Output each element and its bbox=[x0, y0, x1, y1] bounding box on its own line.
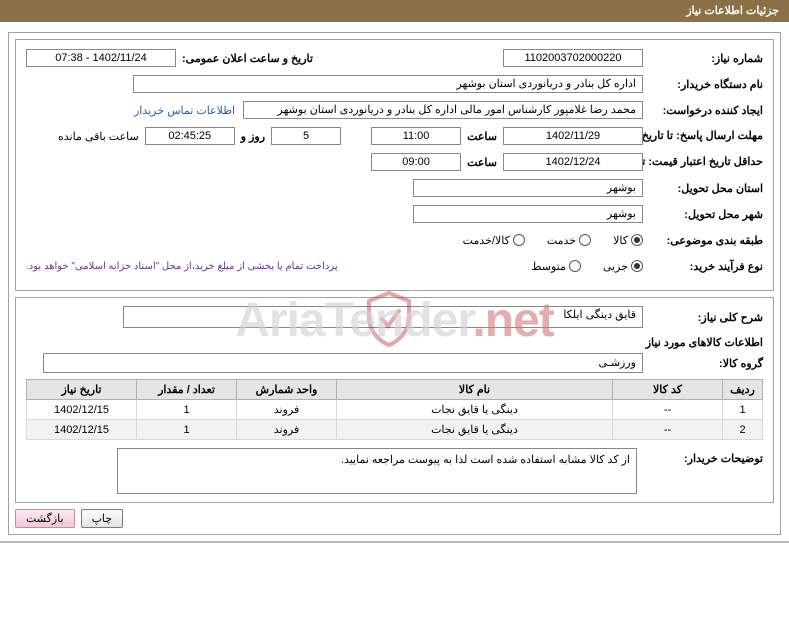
countdown: 02:45:25 bbox=[145, 127, 235, 145]
table-cell: 1 bbox=[723, 400, 763, 420]
radio-partial[interactable]: جزیی bbox=[603, 260, 643, 273]
deadline-hour: 11:00 bbox=[371, 127, 461, 145]
radio-goods-service[interactable]: کالا/خدمت bbox=[463, 234, 525, 247]
need-no-value: 1102003702000220 bbox=[503, 49, 643, 67]
radio-dot-icon bbox=[579, 234, 591, 246]
table-cell: -- bbox=[613, 400, 723, 420]
requester-value: محمد رضا غلامپور کارشناس امور مالی اداره… bbox=[243, 101, 643, 119]
print-button[interactable]: چاپ bbox=[81, 509, 124, 528]
table-cell: فروند bbox=[237, 400, 337, 420]
radio-dot-icon bbox=[513, 234, 525, 246]
table-cell: 2 bbox=[723, 420, 763, 440]
need-title-value: قایق دینگی ایلکا bbox=[123, 306, 643, 328]
city-label: شهر محل تحویل: bbox=[643, 208, 763, 221]
days-and-label: روز و bbox=[241, 130, 265, 143]
days-count: 5 bbox=[271, 127, 341, 145]
radio-service[interactable]: خدمت bbox=[547, 234, 591, 247]
table-header: نام کالا bbox=[337, 380, 613, 400]
goods-info-heading: اطلاعات کالاهای مورد نیاز bbox=[26, 336, 763, 349]
payment-note: پرداخت تمام یا بخشی از مبلغ خرید،از محل … bbox=[26, 261, 338, 272]
category-label: طبقه بندی موضوعی: bbox=[643, 234, 763, 247]
goods-table: ردیفکد کالانام کالاواحد شمارشتعداد / مقد… bbox=[26, 379, 763, 440]
validity-hour: 09:00 bbox=[371, 153, 461, 171]
table-cell: 1402/12/15 bbox=[27, 400, 137, 420]
validity-label: حداقل تاریخ اعتبار قیمت: تا تاریخ: bbox=[643, 157, 763, 168]
need-no-label: شماره نیاز: bbox=[643, 52, 763, 65]
button-bar: چاپ بازگشت bbox=[15, 509, 766, 528]
hour-label-2: ساعت bbox=[467, 156, 497, 169]
announce-value: 1402/11/24 - 07:38 bbox=[26, 49, 176, 67]
buyer-org-value: اداره کل بنادر و دریانوردی استان بوشهر bbox=[133, 75, 643, 93]
deadline-label: مهلت ارسال پاسخ: تا تاریخ: bbox=[643, 131, 763, 142]
need-title-label: شرح کلی نیاز: bbox=[643, 311, 763, 324]
buyer-note-text: از کد کالا مشابه استفاده شده است لذا به … bbox=[117, 448, 637, 494]
goods-group-label: گروه کالا: bbox=[643, 357, 763, 370]
table-header: واحد شمارش bbox=[237, 380, 337, 400]
deadline-date: 1402/11/29 bbox=[503, 127, 643, 145]
category-radio-group: کالا خدمت کالا/خدمت bbox=[445, 234, 643, 247]
table-header: کد کالا bbox=[613, 380, 723, 400]
contact-link[interactable]: اطلاعات تماس خریدار bbox=[134, 104, 235, 117]
requester-label: ایجاد کننده درخواست: bbox=[643, 104, 763, 117]
outer-frame: AriaTender.net شماره نیاز: 1102003702000… bbox=[8, 32, 781, 535]
table-header: تاریخ نیاز bbox=[27, 380, 137, 400]
radio-dot-icon bbox=[569, 260, 581, 272]
radio-goods[interactable]: کالا bbox=[613, 234, 643, 247]
province-label: استان محل تحویل: bbox=[643, 182, 763, 195]
goods-group-value: ورزشـی bbox=[43, 353, 643, 373]
process-label: نوع فرآیند خرید: bbox=[643, 260, 763, 273]
province-value: بوشهر bbox=[413, 179, 643, 197]
table-header: تعداد / مقدار bbox=[137, 380, 237, 400]
buyer-org-label: نام دستگاه خریدار: bbox=[643, 78, 763, 91]
table-cell: 1 bbox=[137, 420, 237, 440]
buyer-note-label: توضیحات خریدار: bbox=[643, 448, 763, 465]
table-cell: -- bbox=[613, 420, 723, 440]
back-button[interactable]: بازگشت bbox=[15, 509, 75, 528]
process-radio-group: جزیی متوسط bbox=[513, 260, 643, 273]
table-cell: فروند bbox=[237, 420, 337, 440]
radio-medium[interactable]: متوسط bbox=[531, 260, 581, 273]
city-value: بوشهر bbox=[413, 205, 643, 223]
table-cell: دینگی یا قایق نجات bbox=[337, 420, 613, 440]
page-title: جزئیات اطلاعات نیاز bbox=[686, 5, 779, 17]
table-row: 2--دینگی یا قایق نجاتفروند11402/12/15 bbox=[27, 420, 763, 440]
radio-dot-icon bbox=[631, 260, 643, 272]
announce-label: تاریخ و ساعت اعلان عمومی: bbox=[176, 52, 313, 65]
table-cell: 1 bbox=[137, 400, 237, 420]
hour-label-1: ساعت bbox=[467, 130, 497, 143]
remaining-label: ساعت باقی مانده bbox=[58, 130, 139, 143]
table-row: 1--دینگی یا قایق نجاتفروند11402/12/15 bbox=[27, 400, 763, 420]
table-cell: دینگی یا قایق نجات bbox=[337, 400, 613, 420]
details-panel: شماره نیاز: 1102003702000220 تاریخ و ساع… bbox=[15, 39, 774, 291]
page-header: جزئیات اطلاعات نیاز bbox=[0, 0, 789, 22]
radio-dot-icon bbox=[631, 234, 643, 246]
footer-divider bbox=[0, 541, 789, 543]
table-header: ردیف bbox=[723, 380, 763, 400]
table-cell: 1402/12/15 bbox=[27, 420, 137, 440]
goods-panel: شرح کلی نیاز: قایق دینگی ایلکا اطلاعات ک… bbox=[15, 297, 774, 503]
validity-date: 1402/12/24 bbox=[503, 153, 643, 171]
